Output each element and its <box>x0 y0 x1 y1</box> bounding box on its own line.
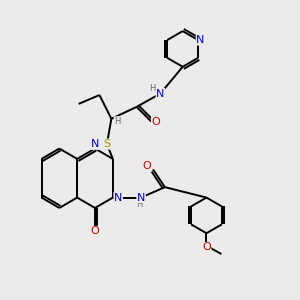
Text: N: N <box>137 193 145 202</box>
Text: H: H <box>114 117 121 126</box>
Text: O: O <box>152 117 160 127</box>
Text: S: S <box>103 139 110 149</box>
Text: N: N <box>114 193 122 202</box>
Text: O: O <box>91 226 99 236</box>
Text: H: H <box>136 200 143 208</box>
Text: O: O <box>202 242 211 253</box>
Text: N: N <box>91 140 99 149</box>
Text: N: N <box>196 35 205 45</box>
Text: O: O <box>143 161 152 171</box>
Text: H: H <box>149 84 155 93</box>
Text: N: N <box>156 88 165 98</box>
